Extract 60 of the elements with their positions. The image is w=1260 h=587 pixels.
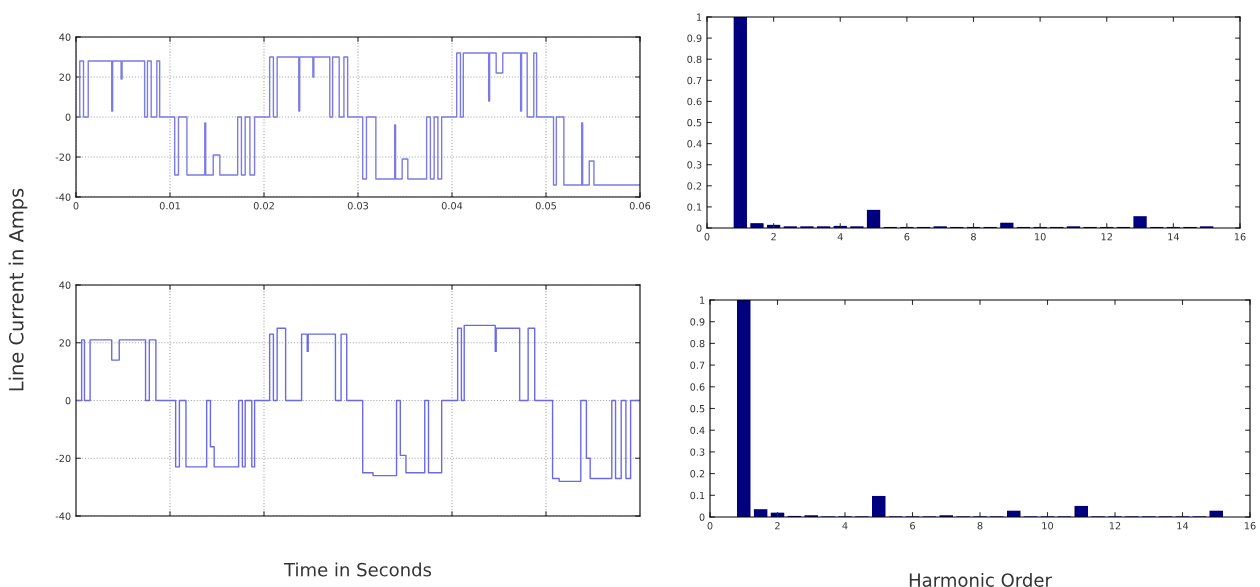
x-axis-title: Harmonic Order	[909, 572, 1052, 587]
x-axis-title: Time in Seconds	[283, 562, 432, 577]
y-tick-label: 0	[65, 113, 71, 121]
x-tick-label: 2	[775, 522, 780, 530]
y-tick-label: -40	[55, 512, 71, 520]
y-tick-label: 40	[59, 281, 71, 289]
y-tick-label: 0.1	[690, 491, 705, 500]
x-tick-label: 4	[842, 522, 848, 530]
y-tick-label: 0	[65, 396, 71, 405]
x-tick-label: 0	[704, 233, 710, 241]
y-tick-label: 0.1	[687, 203, 702, 211]
x-tick-label: 0.04	[441, 202, 463, 210]
x-tick-label: 8	[977, 522, 983, 530]
x-tick-label: 16	[1234, 233, 1246, 241]
x-tick-label: 6	[910, 522, 915, 530]
y-tick-label: 0.5	[687, 118, 702, 127]
y-tick-label: 0	[699, 513, 705, 521]
y-tick-label: 0.4	[690, 426, 705, 435]
x-tick-label: 0	[73, 202, 79, 210]
y-tick-label: 0.6	[687, 97, 702, 106]
y-tick-label: 0	[696, 224, 702, 232]
y-tick-label: 20	[59, 73, 71, 81]
x-tick-label: 10	[1035, 233, 1046, 241]
y-tick-label: 0.8	[690, 339, 705, 348]
y-tick-label: 0.7	[690, 361, 705, 369]
x-tick-label: 12	[1109, 522, 1121, 530]
y-tick-label: 0.9	[690, 318, 705, 326]
y-tick-label: -20	[55, 153, 71, 161]
y-tick-label: 0.6	[690, 383, 705, 391]
y-tick-label: 20	[59, 339, 71, 347]
x-tick-label: 0.02	[253, 202, 274, 210]
x-tick-label: 8	[971, 233, 976, 241]
x-tick-label: 10	[1042, 522, 1054, 530]
x-tick-label: 14	[1177, 522, 1189, 530]
y-tick-label: 0.4	[687, 140, 702, 148]
x-tick-label: 0	[707, 522, 713, 530]
x-tick-label: 12	[1101, 233, 1112, 241]
y-tick-label: 0.5	[690, 404, 705, 413]
x-tick-label: 2	[771, 233, 776, 241]
x-tick-label: 16	[1244, 522, 1256, 530]
x-tick-label: 14	[1168, 233, 1180, 241]
y-tick-label: 1	[697, 13, 702, 21]
y-tick-label: -20	[55, 454, 71, 463]
y-axis-title: Line Current in Amps	[8, 188, 28, 391]
y-tick-label: 40	[59, 33, 71, 41]
x-tick-label: 0.01	[159, 202, 180, 210]
y-tick-label: 0.2	[687, 182, 702, 190]
y-tick-label: 0.8	[687, 55, 702, 64]
x-tick-label: 6	[904, 233, 910, 241]
y-tick-label: 0.7	[687, 76, 702, 85]
x-tick-label: 0.03	[347, 202, 369, 210]
y-tick-label: -40	[55, 193, 71, 201]
y-tick-label: 0.9	[687, 34, 702, 42]
y-tick-label: 0.3	[690, 448, 705, 456]
y-tick-label: 0.3	[687, 161, 702, 169]
x-tick-label: 0.06	[629, 202, 651, 210]
x-tick-label: 4	[837, 233, 843, 241]
y-tick-label: 1	[700, 296, 705, 304]
x-tick-label: 0.05	[535, 202, 556, 210]
y-tick-label: 0.2	[690, 470, 705, 478]
